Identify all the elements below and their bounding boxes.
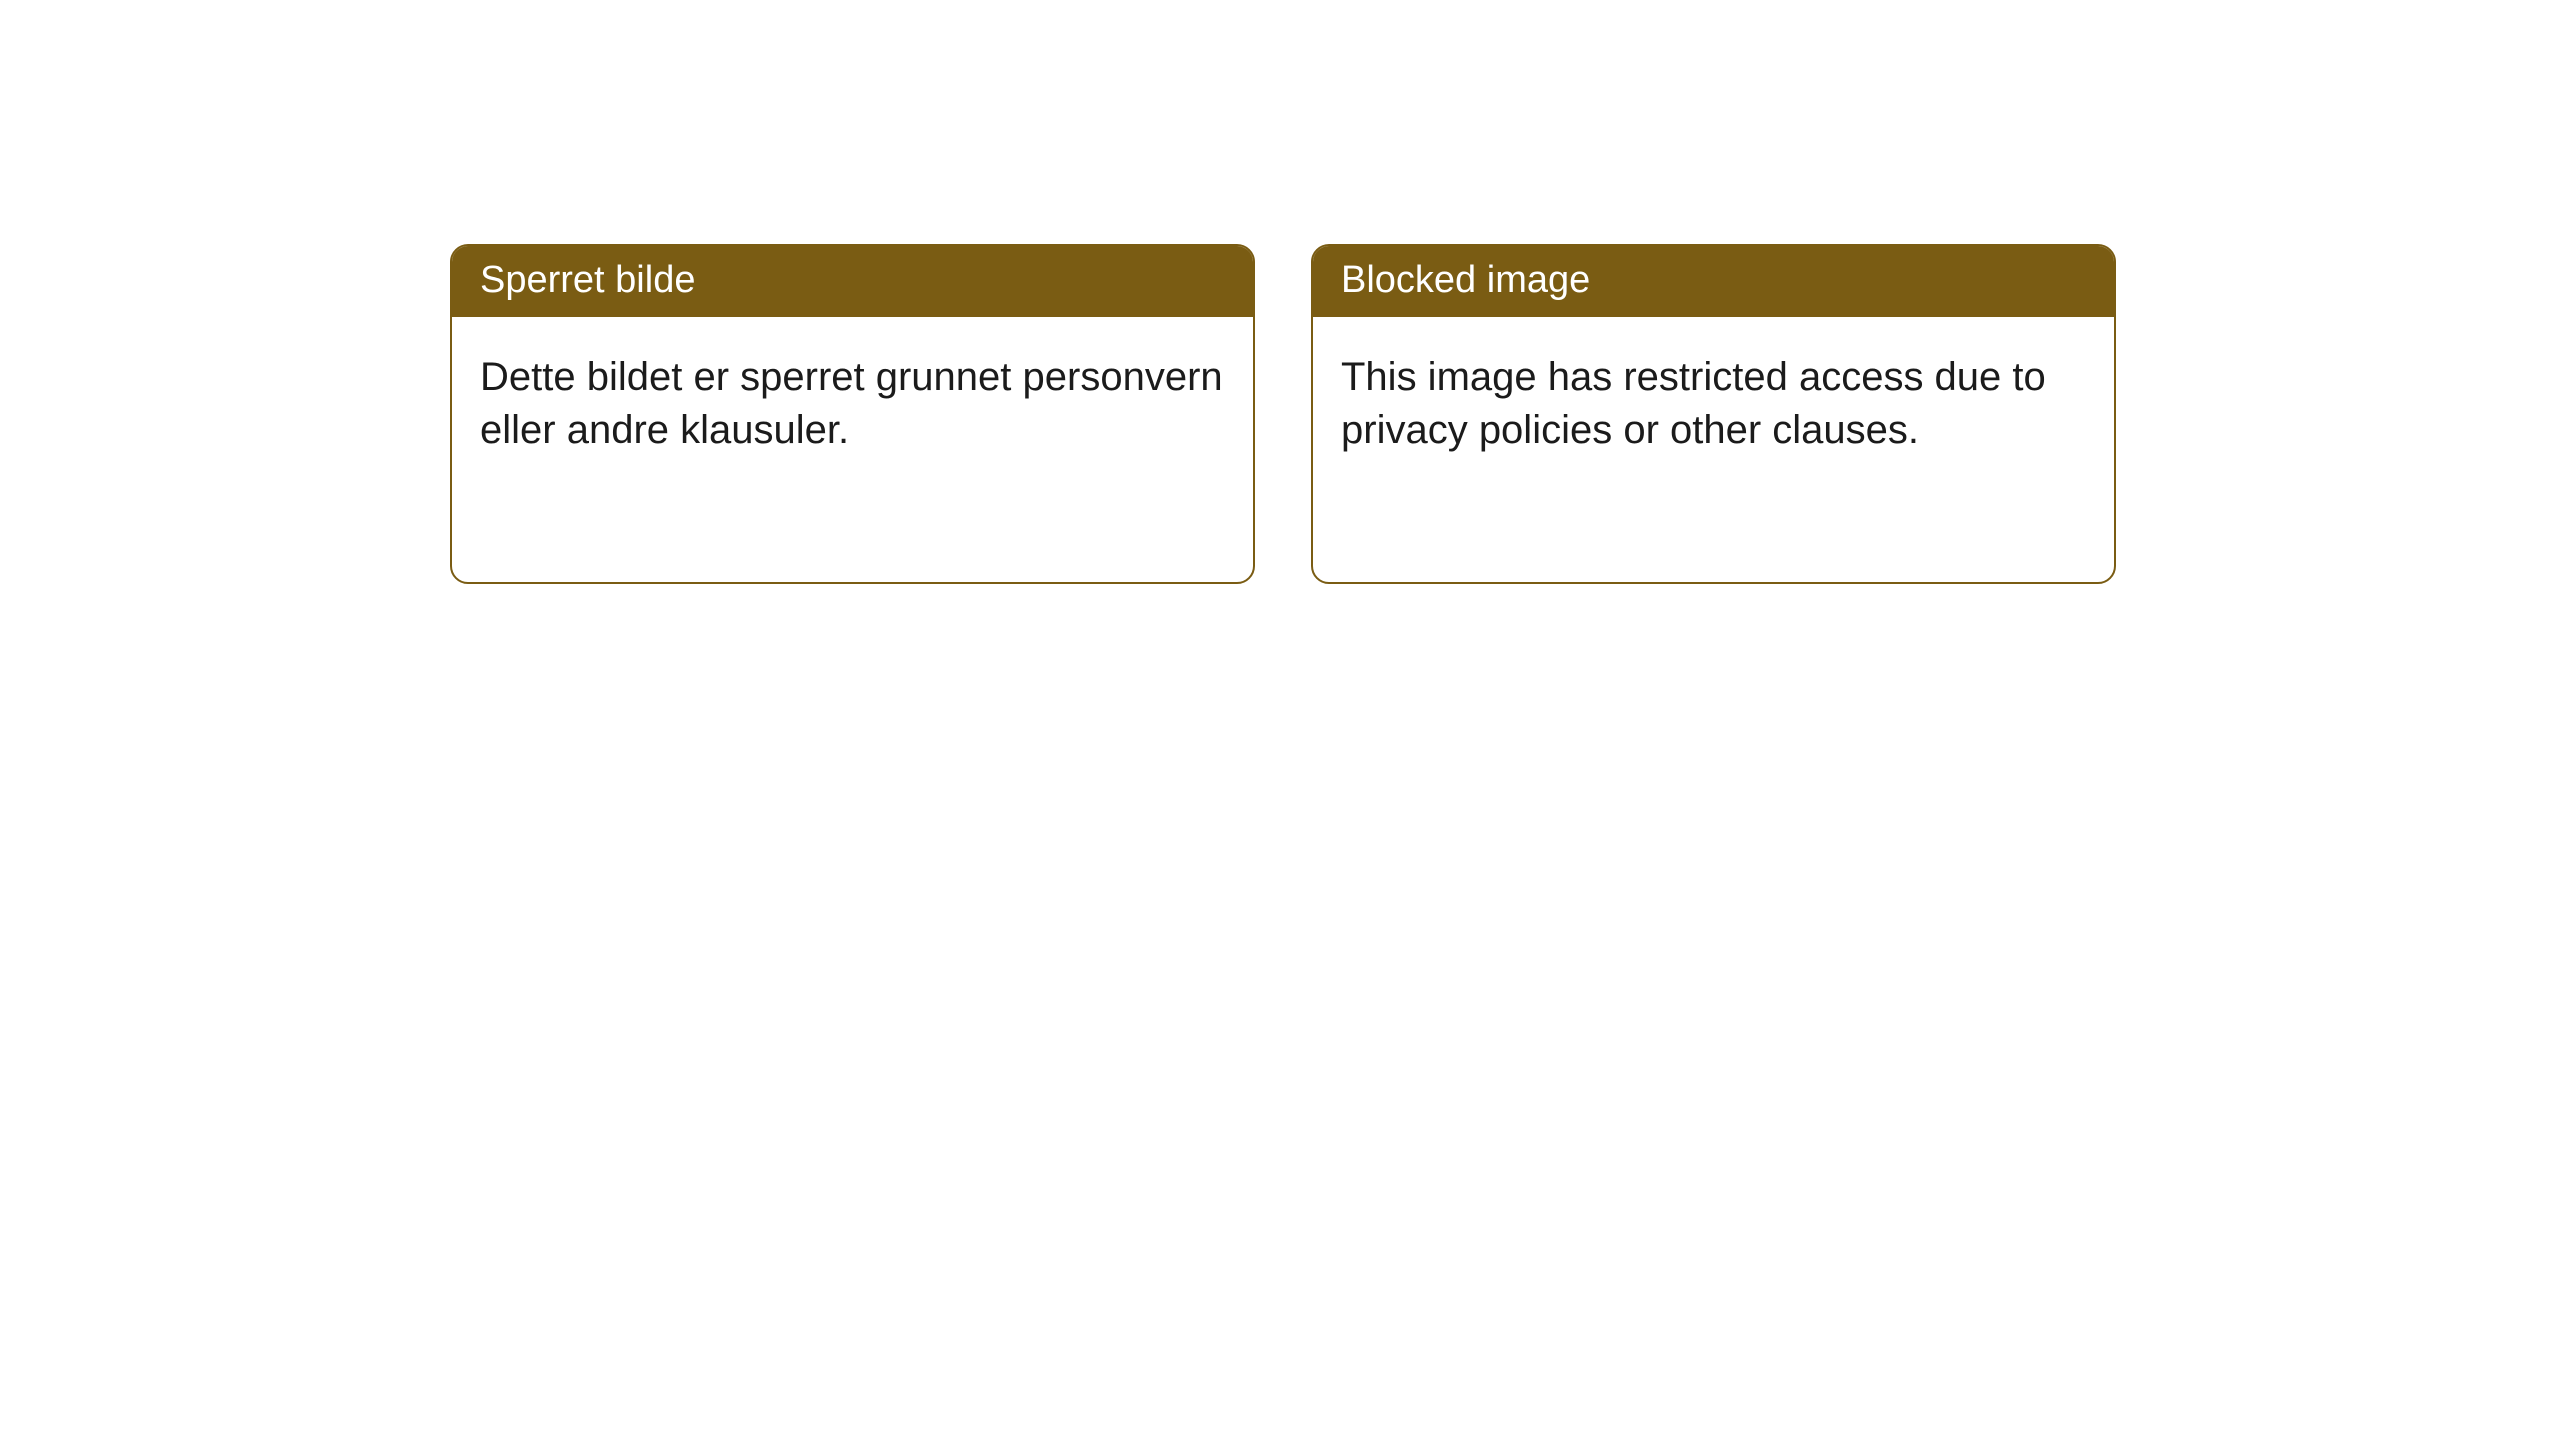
notice-card-norwegian: Sperret bilde Dette bildet er sperret gr… bbox=[450, 244, 1255, 584]
notice-cards-container: Sperret bilde Dette bildet er sperret gr… bbox=[450, 244, 2560, 584]
notice-card-english: Blocked image This image has restricted … bbox=[1311, 244, 2116, 584]
notice-card-body: This image has restricted access due to … bbox=[1313, 317, 2114, 485]
notice-card-header: Sperret bilde bbox=[452, 246, 1253, 317]
notice-card-body: Dette bildet er sperret grunnet personve… bbox=[452, 317, 1253, 485]
notice-card-header: Blocked image bbox=[1313, 246, 2114, 317]
